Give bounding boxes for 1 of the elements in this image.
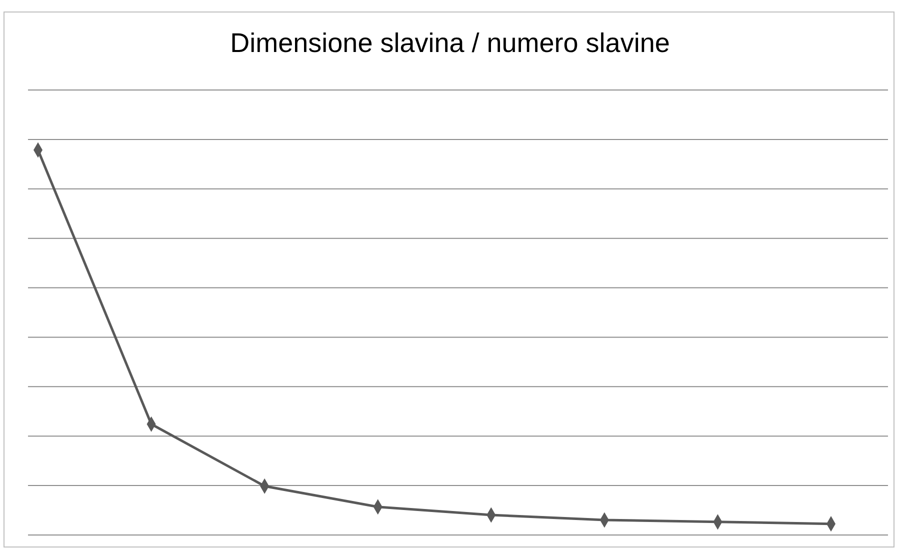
chart-title: Dimensione slavina / numero slavine: [230, 28, 670, 58]
